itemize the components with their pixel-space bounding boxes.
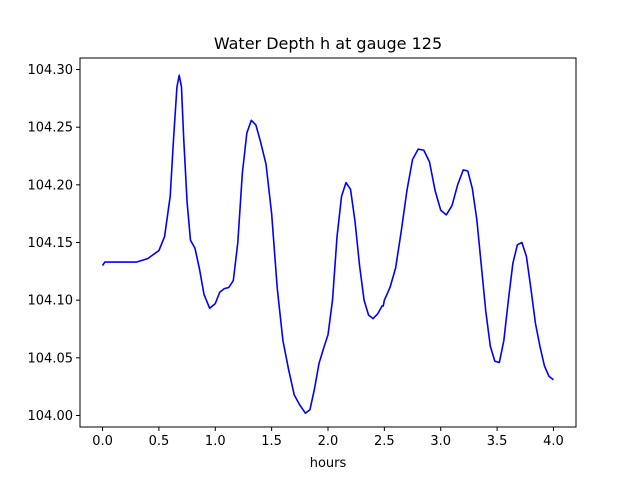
- chart-title: Water Depth h at gauge 125: [214, 34, 442, 53]
- y-tick-label: 104.30: [28, 63, 74, 78]
- x-tick-label: 3.5: [487, 434, 508, 449]
- y-tick-label: 104.10: [28, 294, 74, 309]
- x-tick-label: 2.0: [318, 434, 339, 449]
- x-tick-label: 0.0: [92, 434, 113, 449]
- y-tick-label: 104.25: [28, 121, 74, 136]
- y-tick-label: 104.00: [28, 409, 74, 424]
- x-axis-label: hours: [310, 456, 347, 471]
- x-tick-label: 0.5: [149, 434, 170, 449]
- plot-area: 0.0 0.5 1.0 1.5 2.0 2.5 3.0 3.5 4.0 104.00 104.05 1…: [28, 57, 577, 449]
- y-tick-label: 104.15: [28, 236, 74, 251]
- x-tick-label: 1.5: [261, 434, 282, 449]
- y-tick-label: 104.05: [28, 351, 74, 366]
- x-tick-label: 2.5: [374, 434, 395, 449]
- y-tick-label: 104.20: [28, 178, 74, 193]
- series-line-0: [101, 74, 554, 414]
- x-tick-label: 3.0: [430, 434, 451, 449]
- x-tick-label: 1.0: [205, 434, 226, 449]
- x-tick-label: 4.0: [543, 434, 564, 449]
